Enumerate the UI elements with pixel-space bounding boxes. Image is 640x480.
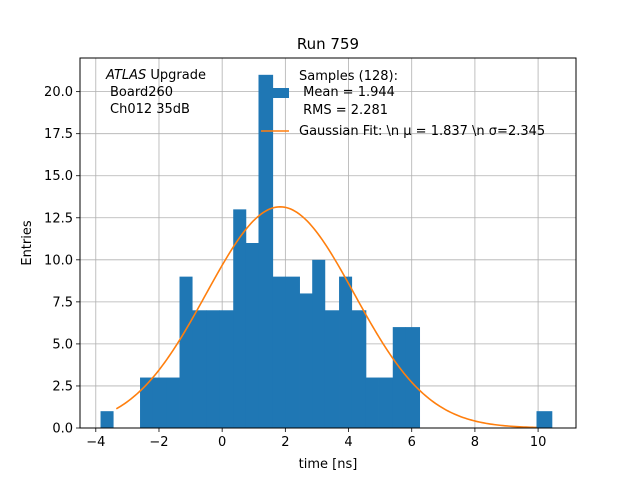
legend: Samples (128): Mean = 1.944 RMS = 2.281 … [261, 69, 545, 139]
annotation-board: Board260 [110, 85, 173, 100]
x-tick-label: 2 [281, 435, 289, 450]
gaussian-fit-curve [115, 206, 537, 429]
y-axis-label: Entries [20, 220, 35, 266]
x-tick-label: −2 [149, 435, 168, 450]
atlas-annotation: ATLAS Upgrade Board260 Ch012 35dB [105, 68, 206, 117]
y-tick-label: 5.0 [52, 337, 73, 352]
histogram-bar [299, 293, 313, 428]
atlas-label: ATLAS [105, 68, 146, 83]
annotation-line-1: ATLAS Upgrade [105, 68, 206, 83]
y-tick-label: 0.0 [52, 422, 73, 437]
legend-label-samples: Samples (128): [299, 69, 398, 84]
histogram-bar [245, 243, 259, 428]
histogram-bar [100, 411, 114, 428]
histogram-bar [392, 327, 406, 428]
y-tick-label: 10.0 [44, 253, 73, 268]
histogram-bar [365, 377, 379, 428]
histogram-bar [536, 411, 553, 428]
y-tick-label: 12.5 [44, 211, 73, 226]
histogram-bar [219, 310, 234, 428]
annotation-channel: Ch012 35dB [110, 102, 190, 117]
y-axis-ticks: 0.0 2.5 5.0 7.5 10.0 12.5 15.0 17.5 20.0 [44, 85, 80, 437]
legend-patch-samples [261, 88, 289, 98]
histogram-bars [100, 74, 553, 429]
histogram-bar [312, 259, 326, 428]
histogram-bar [285, 276, 300, 428]
x-tick-label: 6 [408, 435, 416, 450]
y-tick-label: 7.5 [52, 295, 73, 310]
histogram-bar [324, 310, 340, 428]
histogram-bar [378, 377, 394, 428]
x-axis-ticks: −4 −2 0 2 4 6 8 10 [86, 428, 546, 450]
x-tick-label: 8 [471, 435, 479, 450]
histogram-bar [272, 276, 286, 428]
histogram-bar [339, 276, 353, 428]
legend-label-rms: RMS = 2.281 [299, 103, 388, 118]
y-tick-label: 2.5 [52, 379, 73, 394]
histogram-bar [206, 310, 220, 428]
x-tick-label: −4 [86, 435, 105, 450]
histogram-bar [351, 310, 367, 428]
histogram-bar [233, 209, 247, 428]
histogram-bar [179, 276, 193, 428]
x-tick-label: 4 [344, 435, 352, 450]
plot-frame [79, 57, 577, 429]
histogram-bar [258, 74, 274, 429]
y-tick-label: 20.0 [44, 85, 73, 100]
x-axis-label: time [ns] [299, 457, 358, 472]
x-tick-label: 0 [218, 435, 226, 450]
x-tick-label: 10 [530, 435, 547, 450]
histogram-bar [192, 310, 207, 428]
y-tick-label: 17.5 [44, 127, 73, 142]
y-tick-label: 15.0 [44, 169, 73, 184]
legend-label-fit: Gaussian Fit: \n μ = 1.837 \n σ=2.345 [299, 124, 545, 139]
legend-label-mean: Mean = 1.944 [299, 85, 395, 100]
histogram-bar [405, 327, 421, 428]
gaussian-fit [115, 206, 537, 429]
histogram-bar [166, 377, 180, 428]
histogram-bar [140, 377, 154, 428]
histogram-bar [152, 377, 168, 428]
chart-title: Run 759 [297, 35, 359, 53]
upgrade-label: Upgrade [146, 68, 206, 83]
